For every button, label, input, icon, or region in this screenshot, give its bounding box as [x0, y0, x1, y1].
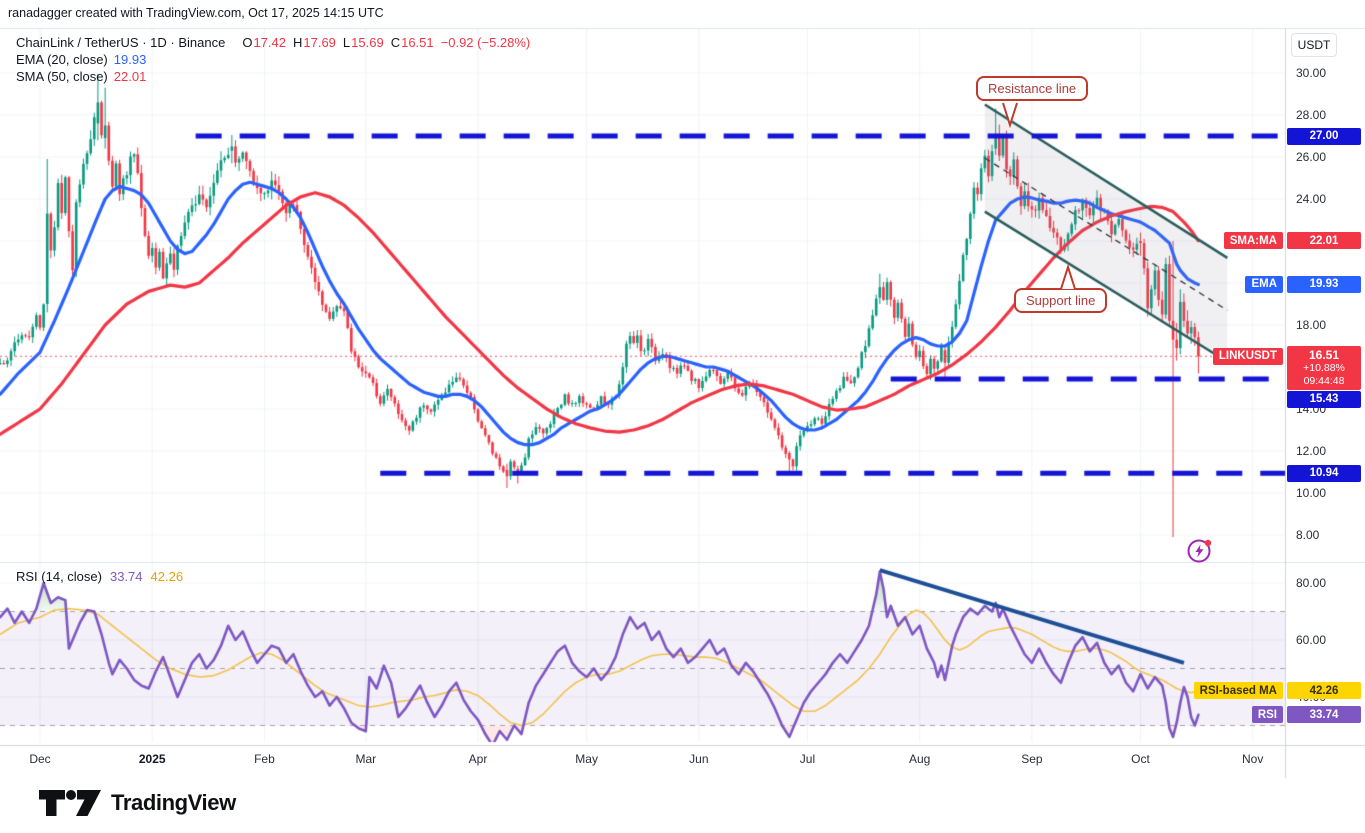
chart-legend: ChainLink / TetherUS · 1D · Binance O17.4… — [16, 34, 530, 85]
ema-legend-row[interactable]: EMA (20, close) 19.93 — [16, 51, 530, 68]
time-axis-label-oct[interactable]: Oct — [1131, 752, 1150, 766]
time-axis-label-jul[interactable]: Jul — [799, 752, 816, 766]
ema-label: EMA (20, close) — [16, 52, 108, 67]
rsi-legend-row[interactable]: RSI (14, close) 33.74 42.26 — [16, 569, 183, 584]
symbol-axis-chip: LINKUSDT — [1212, 347, 1283, 365]
time-axis-label-apr[interactable]: Apr — [468, 752, 488, 766]
symbol-title: ChainLink / TetherUS · 1D · Binance — [16, 35, 226, 50]
time-axis-label-nov[interactable]: Nov — [1242, 752, 1264, 766]
tradingview-logo[interactable]: TradingView — [38, 788, 236, 818]
rsi-axis-label: 60.00 — [1296, 633, 1327, 647]
ema-axis-chip: EMA — [1245, 275, 1283, 293]
symbol-badge-line: +10.88% — [1303, 362, 1345, 375]
time-axis-label-sep[interactable]: Sep — [1021, 752, 1043, 766]
price-axis-label: 26.00 — [1296, 150, 1327, 164]
attribution-text: ranadagger created with TradingView.com,… — [8, 6, 384, 20]
time-axis-label-mar[interactable]: Mar — [355, 752, 377, 766]
currency-unit-button[interactable]: USDT — [1291, 33, 1337, 57]
symbol-badge-line: 09:44:48 — [1303, 375, 1345, 388]
time-axis-label-may[interactable]: May — [575, 752, 598, 766]
rsi-label: RSI (14, close) — [16, 569, 102, 584]
tradingview-logo-text: TradingView — [111, 790, 236, 815]
rsi-based-ma-axis-chip: RSI-based MA — [1193, 682, 1283, 700]
symbol-legend-row[interactable]: ChainLink / TetherUS · 1D · Binance O17.4… — [16, 34, 530, 51]
rsi-based-ma-value-badge: 42.26 — [1287, 682, 1361, 700]
change-value: −0.92 (−5.28%) — [440, 35, 531, 50]
time-axis-label-dec[interactable]: Dec — [29, 752, 51, 766]
rsi-value-badge: 33.74 — [1287, 706, 1361, 724]
ohlc-values: O17.42 H17.69 L15.69 C16.51 −0.92 (−5.28%) — [242, 35, 531, 50]
ema-value-badge: 19.93 — [1287, 275, 1361, 293]
price-level-badge: 27.00 — [1287, 127, 1361, 145]
price-level-badge: 15.43 — [1287, 390, 1361, 408]
sma-ma-value-badge: 22.01 — [1287, 232, 1361, 250]
tradingview-logo-mark — [39, 790, 101, 816]
rsi-value: 33.74 — [109, 569, 143, 584]
symbol-price-badge: 16.51 +10.88% 09:44:48 — [1287, 346, 1361, 391]
support-callout-tail — [1060, 264, 1076, 290]
sma-label: SMA (50, close) — [16, 69, 108, 84]
support-line-callout[interactable]: Support line — [1014, 288, 1108, 313]
flash-signal-icon[interactable] — [1186, 537, 1214, 565]
price-axis-label: 30.00 — [1296, 66, 1327, 80]
price-axis-label: 24.00 — [1296, 192, 1327, 206]
price-axis-label: 28.00 — [1296, 108, 1327, 122]
price-axis-label: 12.00 — [1296, 444, 1327, 458]
resistance-callout-tail — [1002, 102, 1018, 128]
symbol-badge-line: 16.51 — [1308, 348, 1340, 363]
time-axis-label-feb[interactable]: Feb — [254, 752, 275, 766]
time-axis-label-jun[interactable]: Jun — [689, 752, 709, 766]
sma-ma-axis-chip: SMA:MA — [1223, 232, 1283, 250]
rsi-axis-label: 80.00 — [1296, 576, 1327, 590]
price-axis-label: 18.00 — [1296, 318, 1327, 332]
price-axis-label: 8.00 — [1296, 528, 1320, 542]
rsi-axis-chip: RSI — [1251, 706, 1283, 724]
rsi-ma-value: 42.26 — [150, 569, 184, 584]
sma-value: 22.01 — [113, 69, 147, 84]
sma-legend-row[interactable]: SMA (50, close) 22.01 — [16, 68, 530, 85]
price-level-badge: 10.94 — [1287, 464, 1361, 482]
resistance-line-callout[interactable]: Resistance line — [976, 76, 1089, 101]
time-axis-label-2025[interactable]: 2025 — [138, 752, 166, 766]
ema-value: 19.93 — [113, 52, 147, 67]
price-axis-label: 10.00 — [1296, 486, 1327, 500]
time-axis-label-aug[interactable]: Aug — [908, 752, 931, 766]
